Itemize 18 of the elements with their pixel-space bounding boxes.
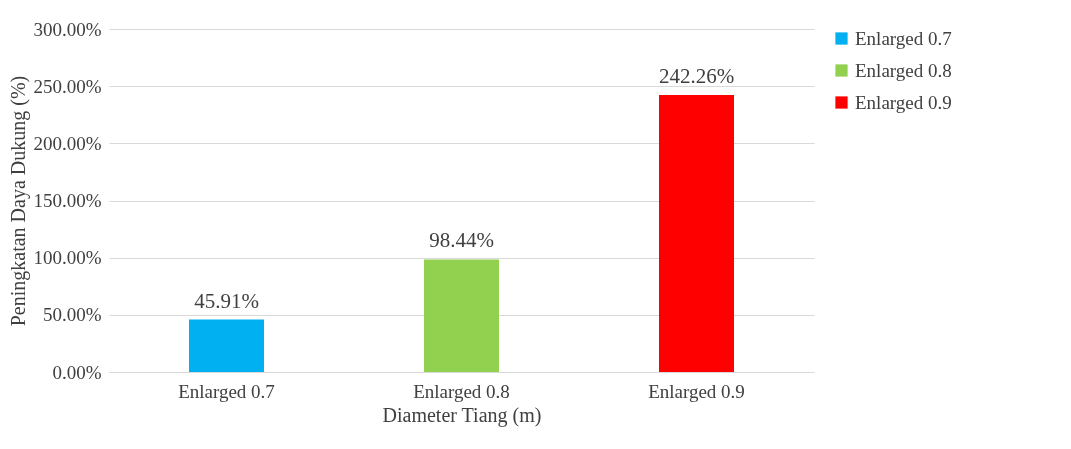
data-label: 45.91% <box>194 288 259 313</box>
y-tick-label: 300.00% <box>33 18 102 40</box>
x-axis-title: Diameter Tiang (m) <box>382 403 542 427</box>
data-label: 242.26% <box>658 64 735 89</box>
x-tick-label: Enlarged 0.9 <box>648 380 745 402</box>
x-tick-label: Enlarged 0.8 <box>413 380 510 402</box>
y-tick-label: 50.00% <box>42 304 102 326</box>
y-tick-label: 150.00% <box>33 190 102 211</box>
legend-label: Enlarged 0.9 <box>855 91 952 113</box>
data-label: 98.44% <box>429 228 494 253</box>
y-tick-label: 100.00% <box>33 247 102 269</box>
y-tick-label: 250.00% <box>33 75 102 97</box>
y-tick-label: 200.00% <box>33 132 102 154</box>
y-axis-title: Peningkatan Daya Dukung (%) <box>7 75 31 327</box>
y-tick-label: 0.00% <box>52 361 102 383</box>
x-tick-label: Enlarged 0.7 <box>178 380 275 402</box>
legend-label: Enlarged 0.8 <box>855 59 952 81</box>
legend-label: Enlarged 0.7 <box>855 27 952 49</box>
